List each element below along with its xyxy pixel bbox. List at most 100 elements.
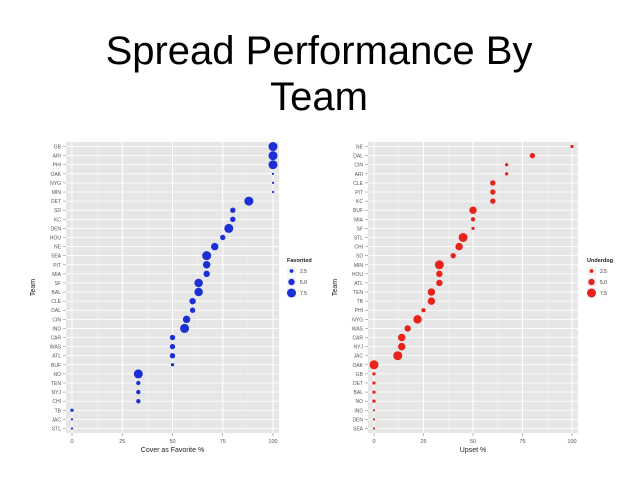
data-point-ind — [372, 409, 376, 412]
y-tick-label: PIT — [53, 263, 61, 269]
data-point-sd — [450, 252, 456, 259]
data-point-tb — [427, 297, 436, 305]
y-tick-label: BAL — [354, 390, 364, 396]
x-tick-label: 100 — [567, 439, 576, 445]
y-tick-label: KC — [356, 199, 363, 205]
y-tick-label: PHI — [355, 308, 363, 314]
y-tick-label: DAL — [51, 308, 61, 314]
data-point-cin — [505, 163, 509, 167]
legend: Favorited 2.5 5.0 7.5 — [287, 258, 312, 298]
x-tick-label: 25 — [420, 439, 426, 445]
legend-entry-label: 2.5 — [300, 269, 307, 275]
y-tick-label: MIN — [52, 190, 62, 196]
y-tick-label: CAR — [50, 336, 61, 342]
y-tick-label: JAC — [52, 417, 62, 423]
y-tick-label: BAL — [52, 290, 62, 296]
x-tick-label: 75 — [220, 439, 226, 445]
data-point-phi — [421, 308, 426, 313]
legend-title: Favorited — [287, 258, 312, 264]
y-tick-label: GB — [54, 145, 62, 151]
data-point-car — [169, 334, 176, 341]
data-point-no — [133, 369, 143, 379]
y-tick-label: CLE — [51, 299, 61, 305]
data-point-gb — [372, 372, 376, 376]
y-tick-label: ATL — [354, 281, 363, 287]
y-tick-label: BUF — [51, 363, 61, 369]
y-tick-label: HOU — [50, 235, 62, 241]
y-tick-label: NYJ — [52, 390, 62, 396]
y-tick-label: TEN — [353, 290, 363, 296]
slide-title-line-2: Team — [270, 75, 368, 119]
y-tick-label: ARI — [355, 172, 363, 178]
legend-entry-label: 5.0 — [600, 280, 607, 286]
y-tick-label: NYG — [352, 317, 363, 323]
data-point-ten — [136, 380, 141, 386]
data-point-sd — [230, 207, 236, 213]
data-point-atl — [436, 279, 443, 287]
data-point-was — [169, 343, 176, 350]
y-tick-label: CHI — [354, 245, 363, 251]
data-point-bal — [372, 390, 376, 394]
y-tick-label: SF — [357, 226, 363, 232]
data-point-cle — [490, 180, 496, 186]
x-tick-label: 50 — [169, 439, 175, 445]
slide-title: Spread Performance By Team — [0, 28, 638, 120]
data-point-buf — [469, 206, 477, 214]
y-tick-label: SF — [55, 281, 61, 287]
y-tick-label: CLE — [353, 181, 363, 187]
y-tick-label: CIN — [354, 163, 363, 169]
y-tick-label: WAS — [352, 326, 364, 332]
y-tick-label: NE — [54, 245, 62, 251]
data-point-nyj — [398, 342, 406, 351]
y-tick-label: DET — [51, 199, 61, 205]
y-axis-label: Team — [30, 279, 37, 296]
y-tick-label: OAK — [352, 363, 363, 369]
x-axis-label: Upset % — [460, 447, 486, 454]
data-point-bal — [194, 287, 203, 297]
data-point-kc — [490, 198, 496, 204]
data-point-min — [434, 260, 444, 270]
y-tick-label: SD — [356, 254, 363, 260]
y-tick-label: IND — [354, 408, 363, 414]
data-point-car — [398, 333, 406, 342]
data-point-cle — [189, 297, 196, 305]
y-tick-label: GB — [356, 372, 364, 378]
data-point-hou — [220, 234, 226, 241]
y-tick-label: KC — [54, 217, 61, 223]
legend-key-dot — [588, 278, 595, 286]
y-tick-label: HOU — [352, 272, 364, 278]
y-tick-label: JAC — [354, 354, 364, 360]
data-point-pit — [202, 261, 211, 269]
chart-2: NE DAL CIN ARI CLE PIT KC BUF MIA SF STL CHI SD MIN HO… — [332, 142, 613, 454]
data-point-det — [372, 381, 376, 385]
data-point-hou — [436, 270, 443, 278]
y-tick-label: DEN — [352, 417, 363, 423]
y-tick-label: TB — [357, 299, 364, 305]
data-point-oak — [369, 360, 379, 370]
legend-key-dot — [587, 288, 596, 298]
data-point-mia — [203, 270, 210, 278]
y-tick-label: ATL — [52, 354, 61, 360]
y-tick-label: NO — [54, 372, 62, 378]
y-tick-label: PHI — [53, 163, 61, 169]
y-tick-label: BUF — [353, 208, 363, 214]
y-tick-label: SEA — [51, 254, 62, 260]
y-tick-label: SD — [54, 208, 61, 214]
y-tick-label: MIN — [354, 263, 364, 269]
y-tick-label: NYG — [50, 181, 61, 187]
y-tick-label: NE — [356, 145, 364, 151]
legend: Underdog 2.5 5.0 7.5 — [587, 258, 613, 298]
y-tick-label: OAK — [50, 172, 61, 178]
data-point-nyg — [271, 181, 275, 185]
y-tick-label: PIT — [355, 190, 363, 196]
data-point-sea — [202, 251, 212, 261]
data-point-den — [224, 223, 234, 233]
x-tick-label: 50 — [470, 439, 476, 445]
data-point-chi — [136, 399, 141, 404]
y-tick-label: MIA — [354, 217, 364, 223]
data-point-sea — [372, 427, 376, 430]
data-point-dal — [529, 152, 536, 159]
slide-title-line-1: Spread Performance By — [105, 29, 533, 73]
y-tick-label: NO — [356, 399, 364, 405]
